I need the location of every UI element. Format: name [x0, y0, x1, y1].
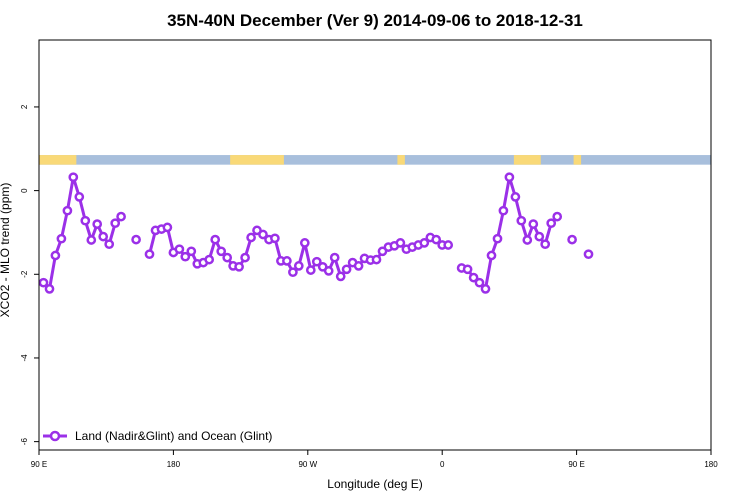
data-point	[546, 218, 557, 229]
data-point	[246, 232, 256, 243]
legend-entry-label: Land (Nadir&Glint) and Ocean (Glint)	[75, 429, 272, 443]
x-tick-label: 90 W	[298, 460, 317, 469]
data-point	[552, 211, 563, 222]
data-point	[110, 218, 121, 229]
series	[456, 172, 594, 294]
data-point	[270, 233, 280, 244]
data-point	[341, 264, 352, 275]
series-layer	[38, 172, 594, 294]
data-point	[567, 234, 577, 245]
land-ocean-band	[39, 155, 711, 165]
data-point	[204, 254, 215, 265]
x-tick-label: 90 E	[31, 460, 47, 469]
data-point	[468, 272, 479, 283]
data-point	[44, 284, 55, 294]
data-point	[174, 244, 185, 255]
data-point	[216, 246, 227, 257]
x-tick-label: 90 E	[568, 460, 584, 469]
plot-frame	[38, 39, 712, 451]
land-span	[230, 155, 284, 165]
data-point	[210, 234, 221, 245]
data-point	[131, 234, 141, 245]
data-point	[305, 265, 316, 275]
data-point	[234, 261, 244, 272]
y-tick-label: -2	[20, 270, 29, 278]
data-point	[534, 231, 545, 242]
data-point	[186, 246, 197, 257]
ocean-band	[39, 155, 711, 165]
legend-marker-swatch	[49, 430, 61, 442]
data-point	[395, 238, 406, 248]
y-tick-label: -4	[20, 354, 29, 362]
x-tick-label: 0	[440, 460, 445, 469]
data-point	[371, 254, 382, 265]
data-point	[419, 238, 430, 248]
data-point	[462, 264, 473, 275]
data-point	[329, 252, 340, 263]
data-point	[323, 266, 334, 276]
data-point	[353, 261, 364, 271]
y-tick-label: 0	[20, 188, 29, 193]
data-point	[74, 192, 85, 202]
chart-title: 35N-40N December (Ver 9) 2014-09-06 to 2…	[167, 11, 583, 30]
data-point	[288, 267, 298, 278]
data-point	[50, 250, 61, 261]
data-point	[86, 235, 97, 245]
data-point	[258, 229, 268, 240]
series	[38, 172, 454, 294]
x-axis-label: Longitude (deg E)	[327, 477, 422, 491]
data-point	[583, 249, 594, 260]
data-point	[492, 233, 503, 244]
data-point	[522, 235, 533, 245]
legend: Land (Nadir&Glint) and Ocean (Glint)	[43, 429, 272, 443]
data-point	[68, 172, 79, 183]
land-span	[39, 155, 77, 165]
data-point	[540, 239, 551, 250]
data-point	[222, 252, 233, 263]
y-axis: -6 -4 -2 0 2	[20, 104, 39, 445]
data-point	[480, 284, 491, 294]
data-point	[180, 251, 191, 262]
data-point	[486, 250, 497, 261]
x-tick-label: 180	[704, 460, 718, 469]
data-point	[80, 215, 91, 226]
data-point	[144, 249, 155, 260]
data-point	[282, 256, 292, 266]
x-tick-label: 180	[167, 460, 181, 469]
data-point	[38, 277, 49, 288]
data-point	[516, 215, 527, 226]
data-point	[528, 219, 539, 229]
land-span	[513, 155, 541, 165]
data-point	[162, 222, 173, 233]
y-tick-label: 2	[20, 104, 29, 109]
data-point	[299, 238, 310, 248]
data-point	[104, 239, 115, 250]
data-point	[498, 205, 509, 216]
data-point	[116, 211, 126, 222]
data-point	[474, 277, 485, 288]
y-axis-label: XCO2 - MLO trend (ppm)	[0, 183, 12, 318]
y-tick-label: -6	[20, 438, 29, 446]
data-point	[431, 234, 442, 245]
land-span	[397, 155, 405, 165]
data-point	[335, 271, 346, 282]
data-point	[510, 192, 521, 202]
data-point	[240, 252, 250, 263]
data-point	[92, 219, 103, 229]
x-axis: 90 E 180 90 W 0 90 E 180	[31, 450, 718, 469]
data-point	[56, 233, 67, 244]
data-point	[504, 172, 515, 183]
data-point	[293, 261, 304, 271]
series-line	[461, 175, 559, 291]
data-point	[311, 256, 322, 267]
land-span	[573, 155, 582, 165]
data-point	[443, 240, 454, 250]
data-point	[62, 205, 73, 216]
data-point	[98, 231, 109, 242]
